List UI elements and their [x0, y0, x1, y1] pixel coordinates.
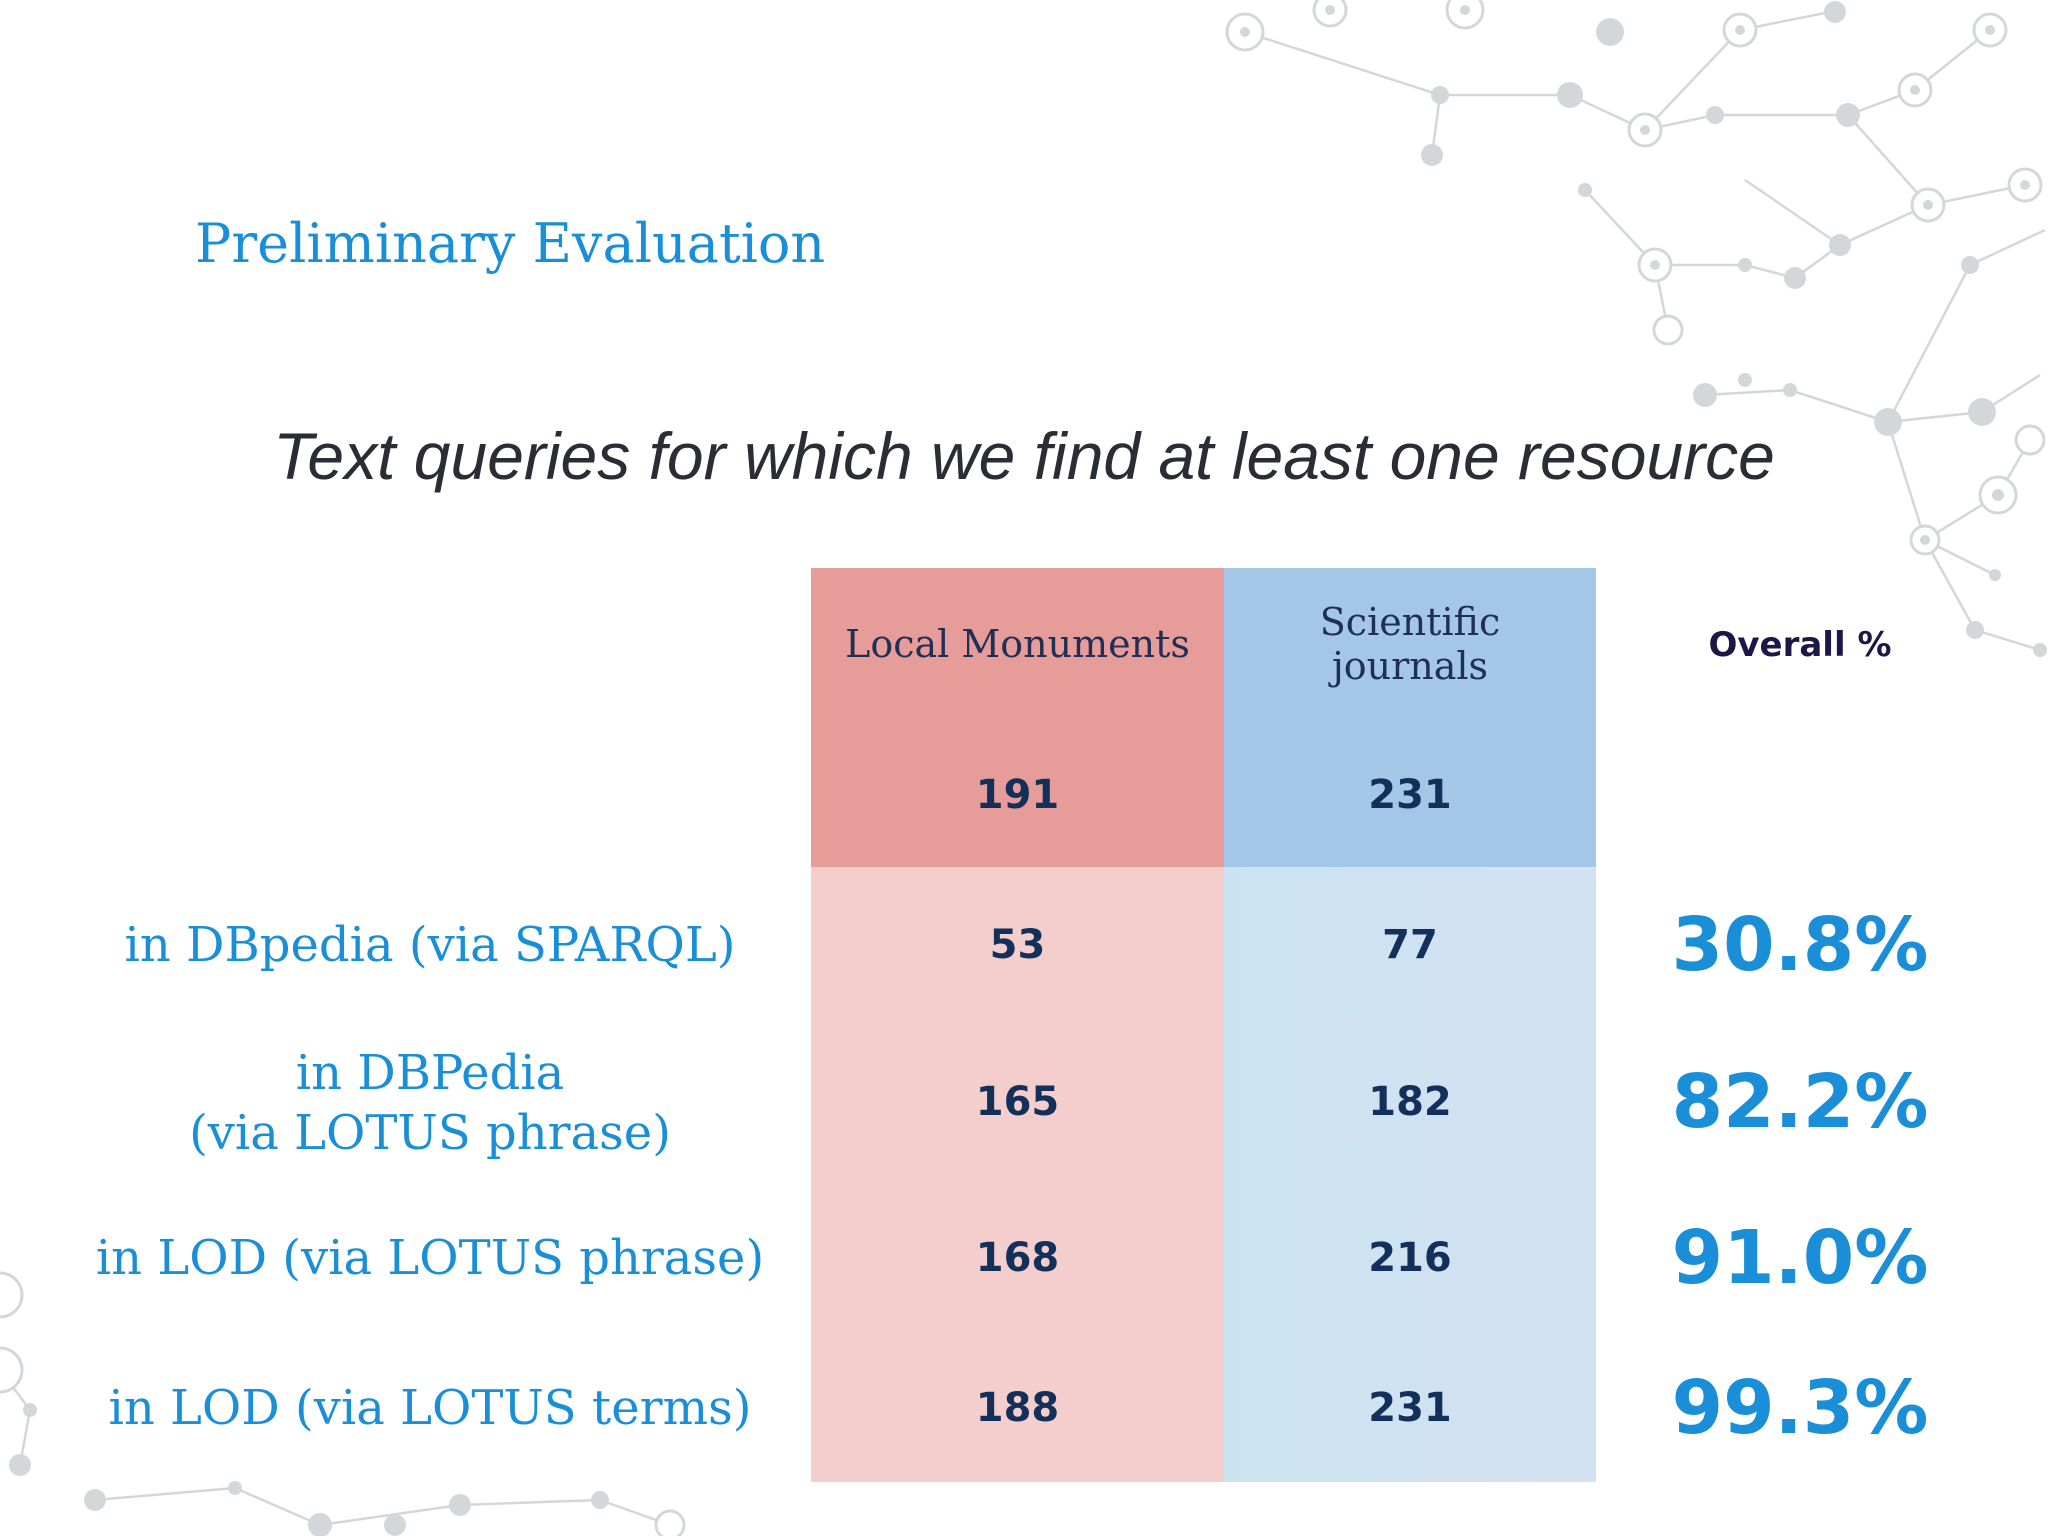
local-monuments-value: 53 [989, 922, 1046, 968]
row-label: in DBPedia (via LOTUS phrase) [189, 1044, 671, 1161]
scientific-journals-value: 231 [1368, 1385, 1452, 1431]
row-label: in LOD (via LOTUS terms) [108, 1380, 752, 1436]
overall-percentage: 30.8% [1671, 902, 1929, 988]
scientific-journals-body-bg [1224, 867, 1596, 1482]
local-monuments-total: 191 [975, 772, 1060, 818]
column-header-overall: Overall % [1708, 625, 1892, 665]
scientific-journals-header-bg [1224, 568, 1596, 867]
overall-percentage: 99.3% [1671, 1365, 1929, 1451]
column-header-local-monuments: Local Monuments [845, 622, 1190, 667]
scientific-journals-total: 231 [1368, 772, 1452, 818]
local-monuments-header-bg [811, 568, 1224, 867]
column-header-scientific-journals: Scientific journals [1319, 600, 1501, 688]
scientific-journals-value: 77 [1382, 922, 1438, 968]
row-label: in DBpedia (via SPARQL) [124, 917, 736, 973]
slide-subtitle: Text queries for which we find at least … [273, 419, 1775, 493]
local-monuments-value: 165 [975, 1079, 1060, 1125]
row-label: in LOD (via LOTUS phrase) [95, 1230, 765, 1286]
local-monuments-value: 168 [975, 1235, 1060, 1281]
overall-percentage: 82.2% [1671, 1059, 1929, 1145]
slide-title: Preliminary Evaluation [195, 212, 826, 275]
scientific-journals-value: 182 [1368, 1079, 1452, 1125]
overall-percentage: 91.0% [1671, 1215, 1929, 1301]
local-monuments-body-bg [811, 867, 1224, 1482]
local-monuments-value: 188 [975, 1385, 1060, 1431]
scientific-journals-value: 216 [1368, 1235, 1452, 1281]
